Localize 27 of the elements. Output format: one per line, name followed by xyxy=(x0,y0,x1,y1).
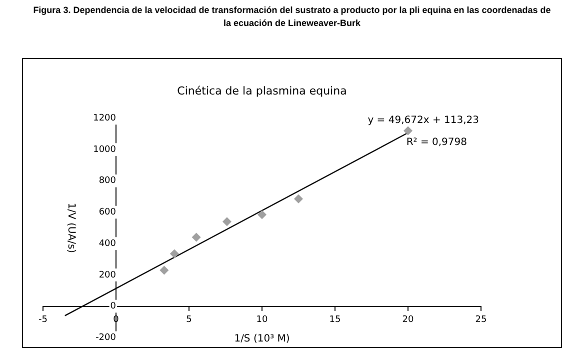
y-tick-label: 1000 xyxy=(93,144,116,155)
y-tick-label: 1200 xyxy=(93,114,116,124)
x-tick-label: 20 xyxy=(402,315,414,325)
point xyxy=(294,194,303,204)
chart-subtitle: Cinética de la plasmina equina xyxy=(177,84,347,98)
y-tick-label: -200 xyxy=(96,332,116,343)
y-tick-label: 200 xyxy=(98,270,116,280)
x-tick-label: 5 xyxy=(186,315,192,325)
point xyxy=(258,210,266,220)
point xyxy=(222,217,232,226)
annotation: y = 49,672x + 113,23 xyxy=(368,114,479,126)
x-tick-label: 15 xyxy=(329,315,341,325)
annotation: R² = 0,9798 xyxy=(406,136,467,148)
chart-title: Figura 3. Dependencia de la velocidad de transformación del sustrato a producto por la pli equina en las coordenadas de la ecuación de Lineweaver-Burk xyxy=(32,4,552,30)
x-axis-title: 1/S (10³ M) xyxy=(234,334,290,345)
y-tick-label: 600 xyxy=(98,208,116,218)
x-tick-label: 25 xyxy=(475,315,487,325)
point xyxy=(192,232,201,242)
x-tick-label: 10 xyxy=(256,315,268,325)
y-tick-label: 0 xyxy=(110,302,116,312)
y-tick-label: 400 xyxy=(98,238,116,249)
point xyxy=(404,126,412,136)
x-tick-label: -5 xyxy=(38,315,48,325)
y-axis-title: 1/V (UA/s) xyxy=(66,202,76,254)
y-tick-label: 800 xyxy=(98,176,116,186)
point xyxy=(170,249,179,258)
point xyxy=(160,266,169,275)
